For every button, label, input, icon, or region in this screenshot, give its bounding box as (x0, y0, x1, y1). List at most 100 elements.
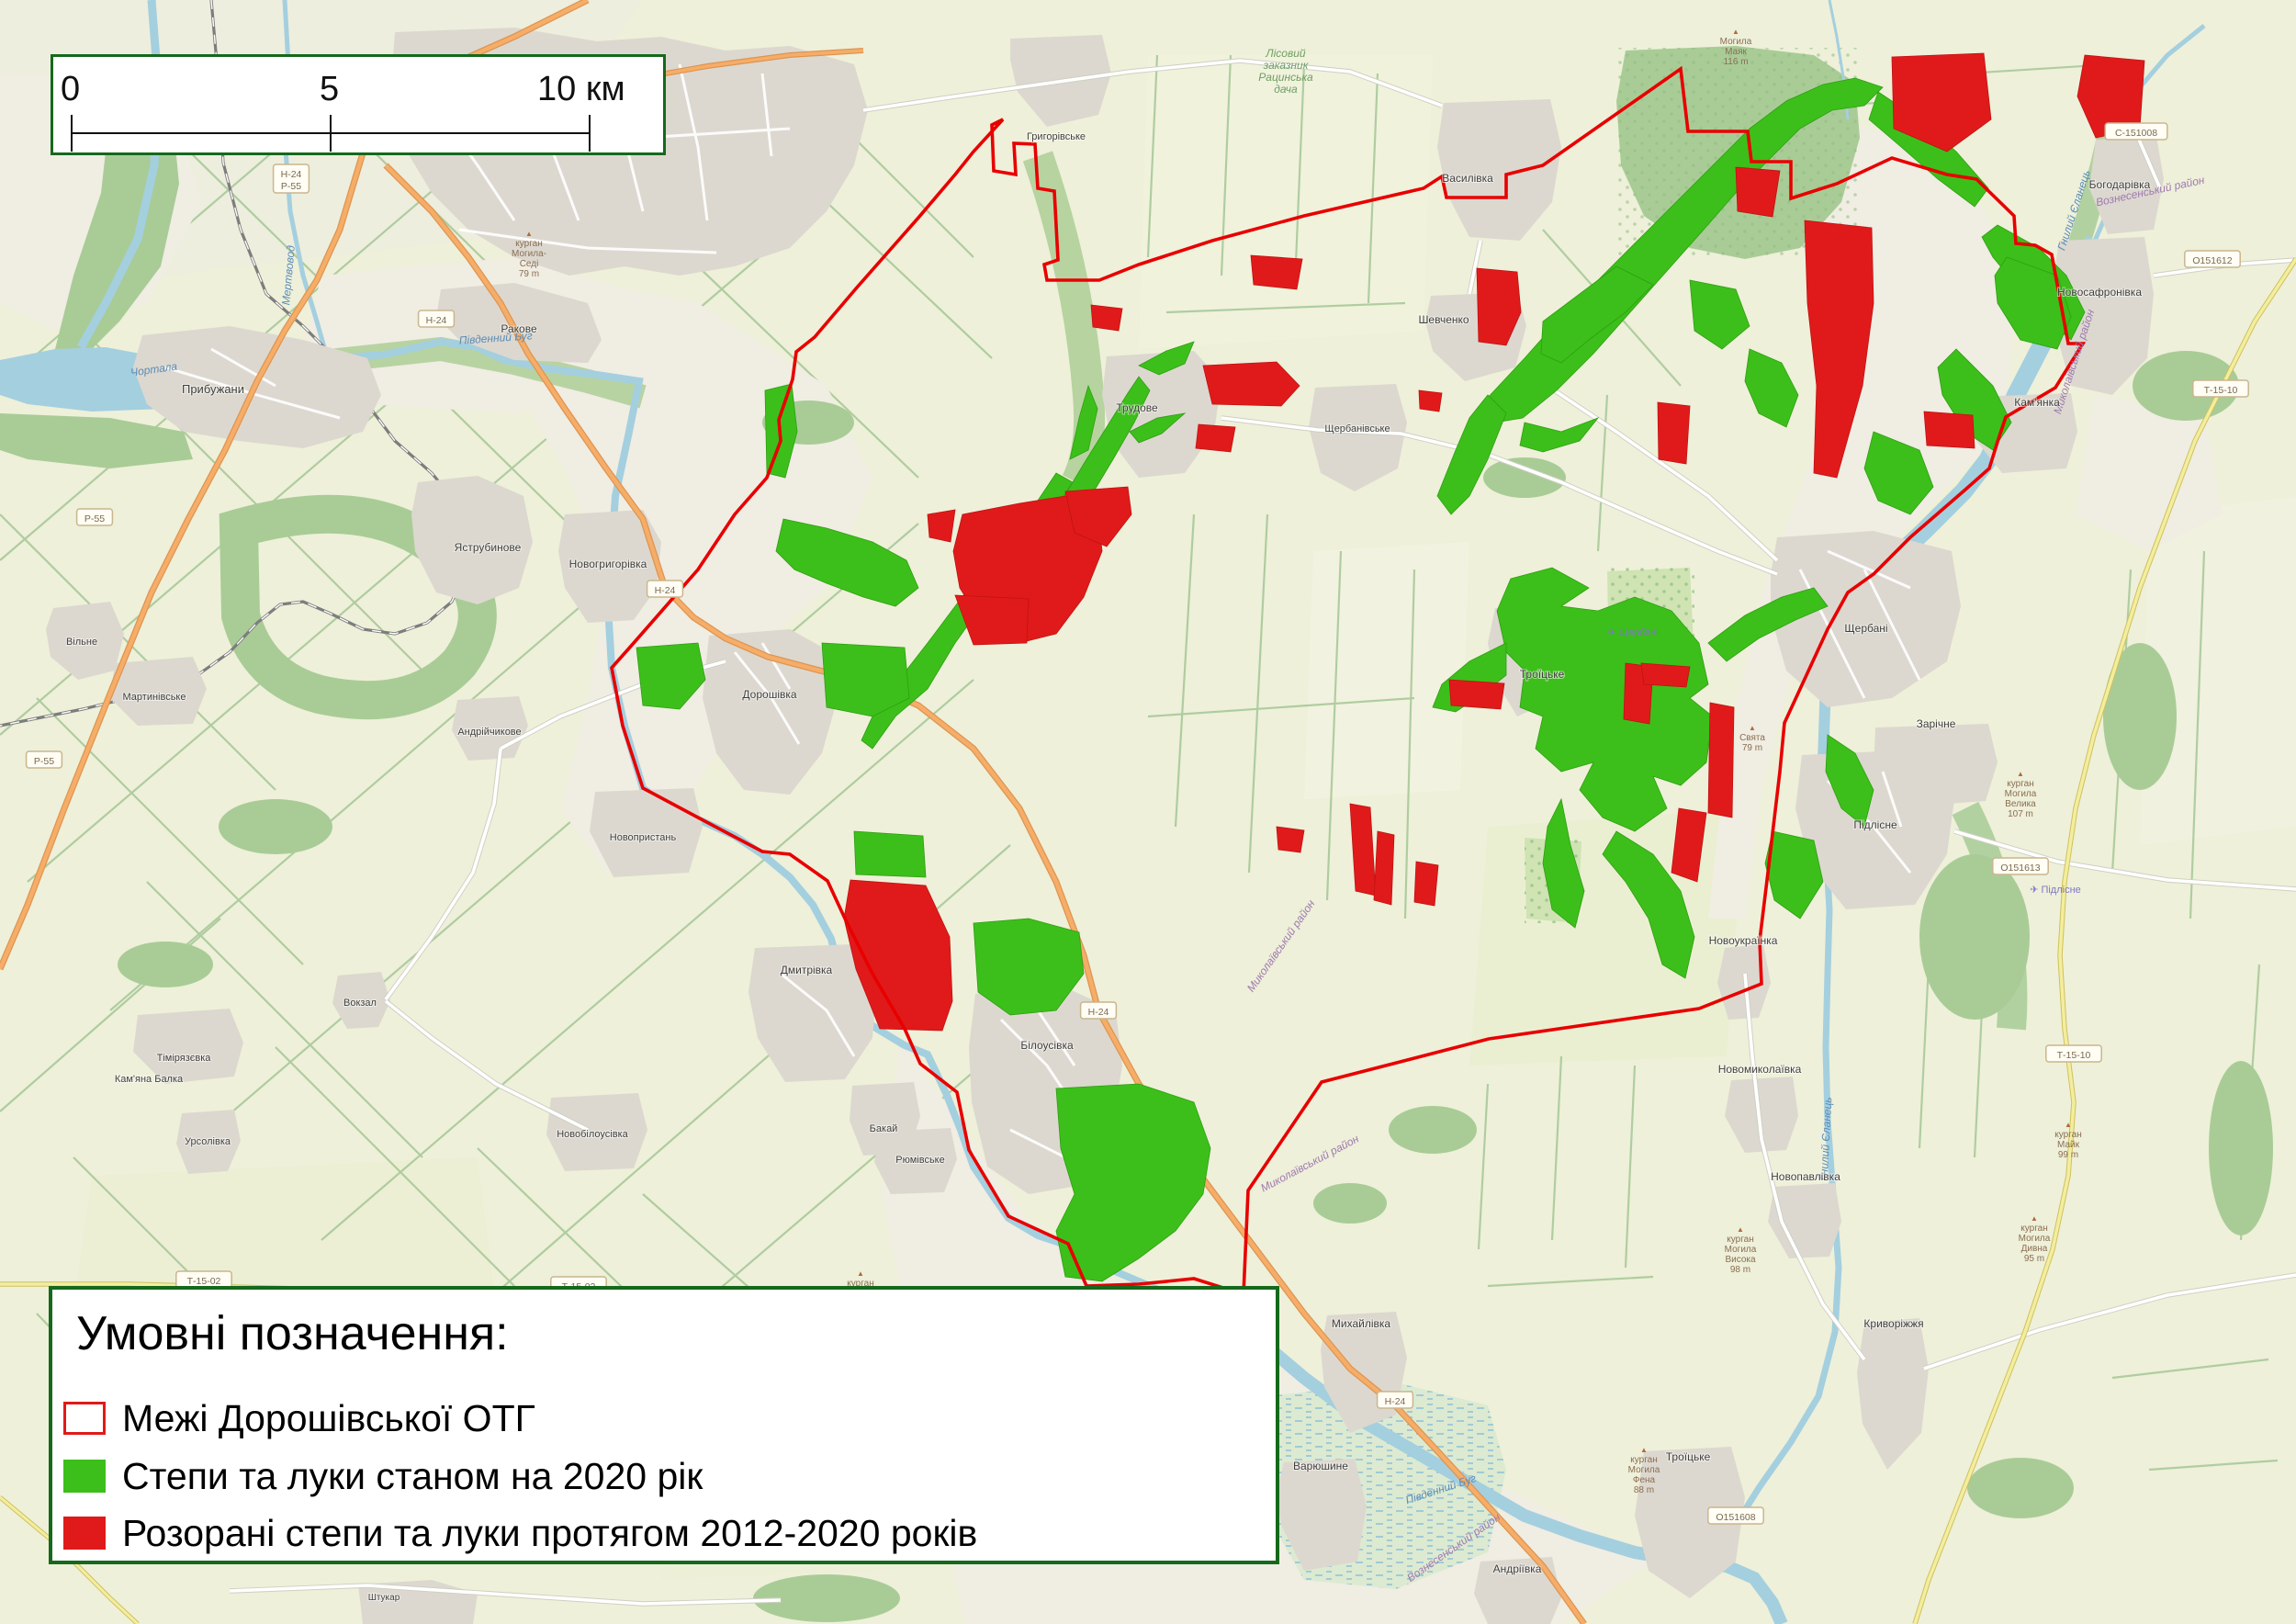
road-shield-label: О151613 (2000, 863, 2040, 874)
settlement-label: Новомиколаївка (1718, 1063, 1802, 1076)
settlement-label: Щербані (1844, 622, 1887, 635)
kurgan-icon: ▲ (525, 230, 533, 238)
otg-boundary (610, 65, 2087, 1297)
settlement-label: Богодарівка (2089, 178, 2151, 191)
legend-title: Умовні позначення: (76, 1307, 509, 1360)
nature-reserve-label: заказник (1263, 59, 1310, 72)
road-shield (2045, 1044, 2102, 1063)
settlement-label: Новопавлівка (1771, 1170, 1840, 1183)
legend-item-plowed: Розорані степи та луки протягом 2012-202… (63, 1512, 977, 1554)
road-shield-label: Н-24 (1385, 1396, 1406, 1407)
settlement-label: Мартинівське (123, 692, 186, 703)
scale-tick-5-label: 5 (320, 70, 340, 108)
scale-tick-mark-10 (589, 115, 591, 152)
steppe-swatch (63, 1460, 106, 1493)
road-shield (1992, 857, 2049, 875)
kurgan-label: 99 m (2058, 1150, 2078, 1160)
settlement-label: Підлісне (1853, 818, 1897, 831)
road-shield (25, 750, 63, 769)
kurgan-label: 79 m (1742, 743, 1762, 753)
settlement-label: Варюшине (1293, 1460, 1348, 1472)
road-shield-label: Р-55 (281, 181, 301, 192)
settlement-label: Урсолівка (185, 1136, 231, 1147)
scale-bar-panel: 0 5 10 км (51, 54, 666, 155)
settlement-label: Григорівське (1027, 131, 1086, 142)
kurgan-label: курган (2020, 1224, 2047, 1234)
kurgan-label: 79 m (519, 269, 539, 279)
kurgan-label: курган (515, 239, 542, 249)
settlement-label: Бакай (870, 1123, 898, 1134)
kurgan-label: 116 m (1723, 57, 1748, 67)
settlement-label: Андрійчикове (457, 727, 521, 738)
road-shield (646, 580, 684, 598)
kurgan-label: курган (1727, 1235, 1753, 1245)
settlement-label: Білоусівка (1020, 1039, 1074, 1052)
settlement-label: Тімірязєвка (157, 1053, 212, 1064)
settlement-label: Кам'янка (2014, 396, 2060, 409)
kurgan-label: Могила (2005, 789, 2037, 799)
settlement-label: Дмитрівка (781, 964, 833, 976)
steppe-2020-polygons (636, 77, 2086, 1282)
legend-item-steppe: Степи та луки станом на 2020 рік (63, 1455, 703, 1497)
road-shield-label: Н-24 (281, 169, 302, 180)
roads-minor (229, 59, 2296, 1606)
plowed-2012-2020-polygons (843, 52, 2145, 1032)
kurgan-icon: ▲ (2065, 1121, 2072, 1129)
kurgan-label: Маяк (1725, 47, 1747, 57)
settlement-label: Новогригорівка (569, 558, 647, 570)
road-shield (2104, 122, 2168, 141)
kurgan-label: курган (847, 1279, 873, 1289)
scale-tick-mark-5 (330, 115, 332, 152)
kurgan-icon: ▲ (1732, 28, 1739, 36)
settlement-label: Щербанівське (1324, 423, 1390, 434)
road-shield-label: Р-55 (34, 756, 54, 767)
settlement-label: Зарічне (1917, 717, 1956, 730)
settlement-label: Новопристань (610, 832, 677, 843)
settlement-label: Новоукраїнка (1709, 934, 1778, 947)
kurgan-label: Могила- (512, 249, 546, 259)
settlement-label: Василівка (1442, 172, 1493, 185)
airfield-label: ✈ Щербані (1607, 627, 1659, 638)
water-label: Південний Буг (458, 329, 533, 347)
nature-reserve-label: Рацинська (1258, 71, 1313, 84)
scale-tick-mark-0 (71, 115, 73, 152)
settlement-label: Новобілоусівка (557, 1129, 628, 1140)
road-shield-label: Т-15-10 (2204, 385, 2238, 396)
kurgan-label: Могила (2019, 1234, 2051, 1244)
road-shield (1707, 1506, 1764, 1525)
kurgan-label: Висока (1725, 1255, 1756, 1265)
legend-item-boundary: Межі Дорошівської ОТГ (63, 1397, 535, 1439)
kurgan-label: Свята (1739, 733, 1765, 743)
settlement-label: Ракове (501, 322, 537, 335)
road-shield (1079, 1001, 1118, 1020)
settlement-label: Шевченко (1418, 313, 1469, 326)
settlement-label: Криворіжжя (1863, 1317, 1923, 1330)
road-shield-label: Т-15-10 (2057, 1050, 2091, 1061)
kurgan-icon: ▲ (857, 1269, 864, 1278)
kurgan-label: Фена (1633, 1475, 1656, 1485)
kurgan-icon: ▲ (1640, 1446, 1648, 1454)
settlement-label: Михайлівка (1332, 1317, 1390, 1330)
kurgan-label: 88 m (1634, 1485, 1654, 1495)
road-shield-label: С-151008 (2115, 128, 2157, 139)
road-shield-label: Р-55 (84, 513, 105, 524)
kurgan-label: 98 m (1730, 1265, 1750, 1275)
kurgan-label: Велика (2005, 799, 2036, 809)
kurgan-icon: ▲ (2031, 1214, 2038, 1223)
kurgan-label: Могила (1628, 1465, 1660, 1475)
kurgan-icon: ▲ (1749, 724, 1756, 732)
kurgan-label: Майк (2057, 1140, 2080, 1150)
kurgan-label: курган (2054, 1130, 2081, 1140)
settlement-label: Новосафронівка (2057, 286, 2142, 299)
road-shield-label: Н-24 (426, 315, 447, 326)
road-shield-label: О151612 (2192, 255, 2232, 266)
settlement-label: Трудове (1116, 401, 1158, 414)
settlement-label: Троїцьке (1666, 1450, 1711, 1463)
settlement-label: Вокзал (343, 998, 377, 1009)
road-shield (75, 508, 114, 526)
settlement-label: Троїцьке (1520, 668, 1565, 681)
kurgan-label: курган (1630, 1455, 1657, 1465)
plowed-swatch (63, 1517, 106, 1550)
road-shield (417, 310, 456, 328)
kurgan-label: Могила (1725, 1245, 1757, 1255)
